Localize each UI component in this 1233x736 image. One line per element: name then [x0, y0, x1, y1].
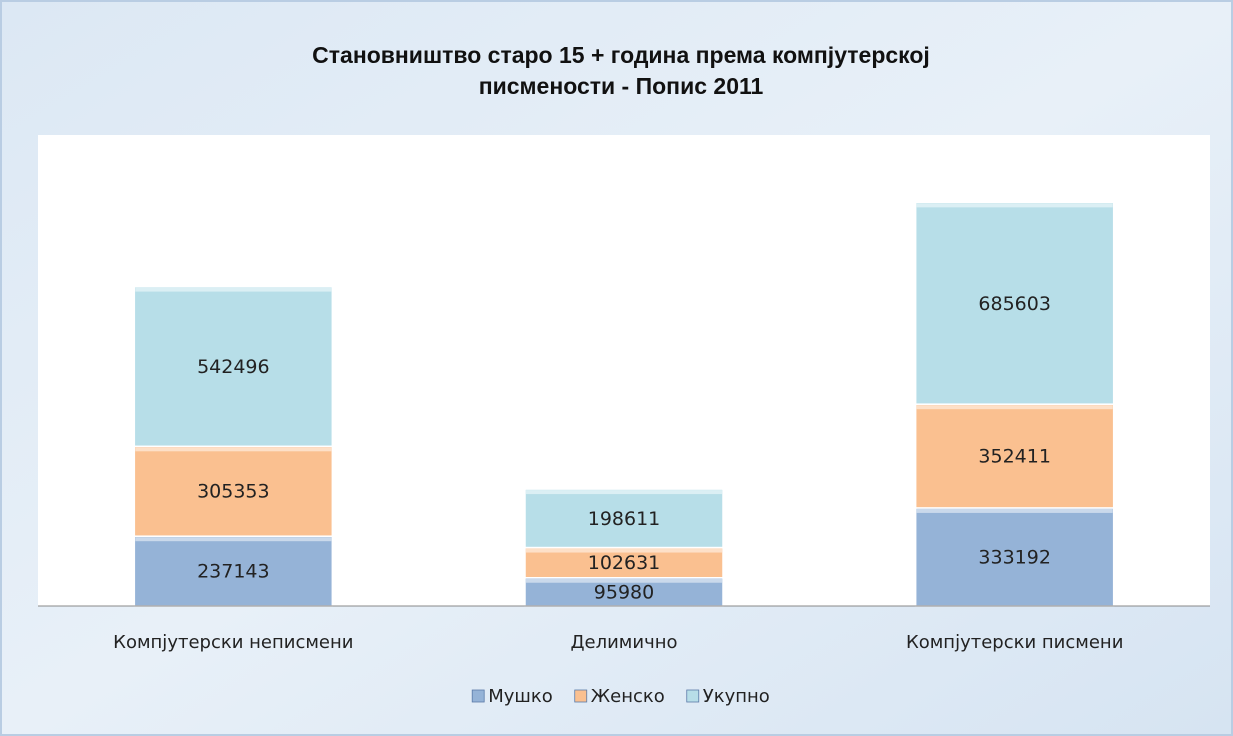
- data-label: 352411: [978, 446, 1051, 468]
- data-label: 102631: [588, 552, 661, 574]
- data-label: 198611: [588, 508, 661, 530]
- x-tick-label: Компјутерски неписмени: [113, 632, 353, 653]
- bar-segment: [914, 201, 1115, 405]
- legend-label: Укупно: [703, 686, 770, 707]
- data-label: 95980: [594, 581, 654, 603]
- data-label: 237143: [197, 561, 270, 583]
- bar-highlight: [916, 508, 1113, 513]
- data-label: 333192: [978, 546, 1051, 568]
- chart-title: Становништво старо 15 + година према ком…: [312, 42, 930, 68]
- data-label: 542496: [197, 356, 270, 378]
- bar-highlight: [916, 405, 1113, 410]
- bar-segment: [133, 285, 334, 448]
- legend-swatch: [686, 689, 700, 703]
- data-label: 305353: [197, 481, 270, 503]
- bar-segment: [914, 403, 1115, 509]
- data-label: 685603: [978, 293, 1051, 315]
- bar-highlight: [135, 287, 332, 292]
- bar-highlight: [135, 447, 332, 452]
- x-tick-label: Компјутерски писмени: [906, 632, 1123, 653]
- legend-swatch: [471, 689, 485, 703]
- chart-title: писмености - Попис 2011: [479, 73, 764, 99]
- bar-highlight: [135, 537, 332, 542]
- bar-segment: [524, 488, 724, 549]
- legend-swatch: [574, 689, 588, 703]
- legend-label: Мушко: [488, 686, 553, 707]
- bar-segment: [133, 445, 334, 537]
- x-tick-label: Делимично: [570, 632, 677, 653]
- legend-label: Женско: [591, 686, 665, 707]
- bar-highlight: [526, 578, 722, 583]
- bar-highlight: [526, 548, 722, 553]
- bar-highlight: [916, 203, 1113, 208]
- bar-highlight: [526, 490, 722, 495]
